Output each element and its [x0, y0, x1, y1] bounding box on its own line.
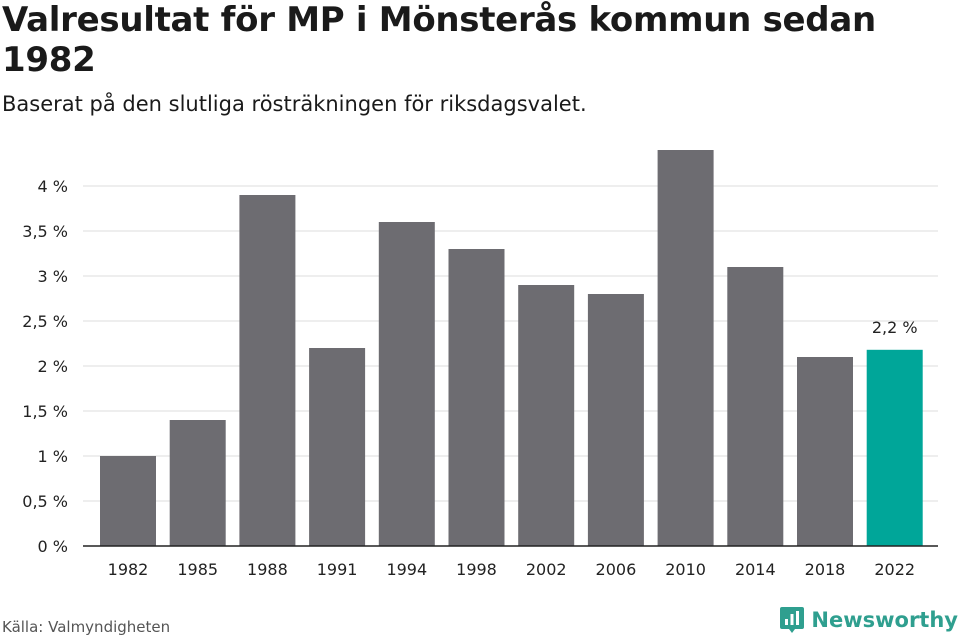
x-tick-label: 2006	[596, 560, 637, 579]
y-tick-label: 2,5 %	[22, 312, 68, 331]
x-tick-label: 2018	[805, 560, 846, 579]
bar-1982	[100, 456, 156, 546]
y-tick-label: 1 %	[38, 447, 68, 466]
bar-2002	[518, 285, 575, 546]
y-tick-label: 3 %	[38, 267, 68, 286]
x-tick-label: 2014	[735, 560, 776, 579]
bar-2010	[657, 150, 714, 546]
x-tick-label: 2010	[665, 560, 706, 579]
bar-2014	[727, 267, 784, 546]
x-tick-label: 1991	[317, 560, 358, 579]
y-tick-label: 2 %	[38, 357, 68, 376]
chart-subtitle: Baserat på den slutliga rösträkningen fö…	[2, 92, 587, 116]
bar-1988	[239, 195, 296, 546]
x-tick-label: 1985	[177, 560, 218, 579]
y-tick-label: 3,5 %	[22, 222, 68, 241]
x-tick-label: 2022	[874, 560, 915, 579]
x-tick-label: 1998	[456, 560, 497, 579]
bar-1994	[378, 222, 435, 546]
bar-chart: 0 % 0,5 % 1 % 1,5 % 2 % 2,5 % 3 % 3,5 % 4 % 1982 1…	[22, 150, 938, 579]
y-tick-label: 0,5 %	[22, 492, 68, 511]
y-tick-label: 1,5 %	[22, 402, 68, 421]
data-label: 2,2 %	[872, 318, 918, 337]
bar-1998	[448, 249, 505, 546]
y-tick-label: 0 %	[38, 537, 68, 556]
bar-1985	[169, 420, 226, 546]
x-tick-label: 1994	[386, 560, 427, 579]
x-tick-label: 1982	[108, 560, 149, 579]
x-tick-label: 1988	[247, 560, 288, 579]
source-note: Källa: Valmyndigheten	[2, 618, 171, 636]
newsworthy-logo-icon	[780, 607, 805, 633]
brand: Newsworthy	[779, 605, 958, 635]
x-tick-label: 2002	[526, 560, 567, 579]
bar-2018	[797, 357, 853, 546]
chart-title: Valresultat för MP i Mönsterås kommun se…	[2, 0, 876, 80]
bar-1991	[309, 348, 366, 546]
bar-2022	[866, 349, 923, 546]
brand-name: Newsworthy	[811, 608, 958, 632]
bar-2006	[587, 294, 644, 546]
y-tick-label: 4 %	[38, 177, 68, 196]
